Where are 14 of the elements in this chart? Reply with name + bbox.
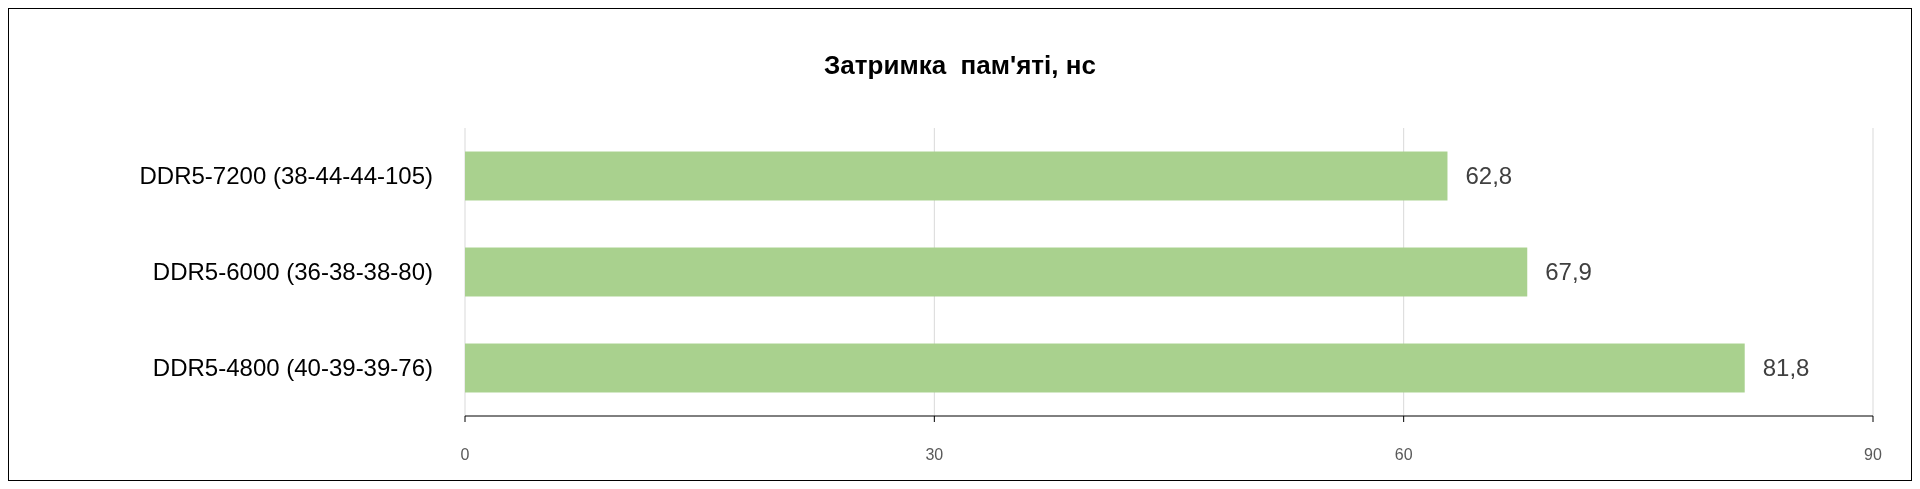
data-label: 81,8 (1762, 354, 1810, 382)
x-tick-label: 0 (460, 446, 470, 463)
bar (465, 151, 1448, 201)
x-tick-label: 90 (1864, 446, 1882, 463)
data-label: 62,8 (1465, 162, 1513, 190)
y-tick-label: DDR5-7200 (38-44-44-105) (139, 162, 433, 190)
x-tick-label: 60 (1394, 446, 1413, 463)
y-tick-label: DDR5-6000 (36-38-38-80) (152, 258, 433, 286)
y-tick-label: DDR5-4800 (40-39-39-76) (152, 354, 433, 382)
bar (465, 343, 1745, 393)
chart-title: Затримка пам'яті, нс (824, 50, 1096, 80)
data-label: 67,9 (1545, 258, 1592, 286)
x-tick-label: 30 (925, 446, 944, 463)
bar (465, 247, 1528, 297)
